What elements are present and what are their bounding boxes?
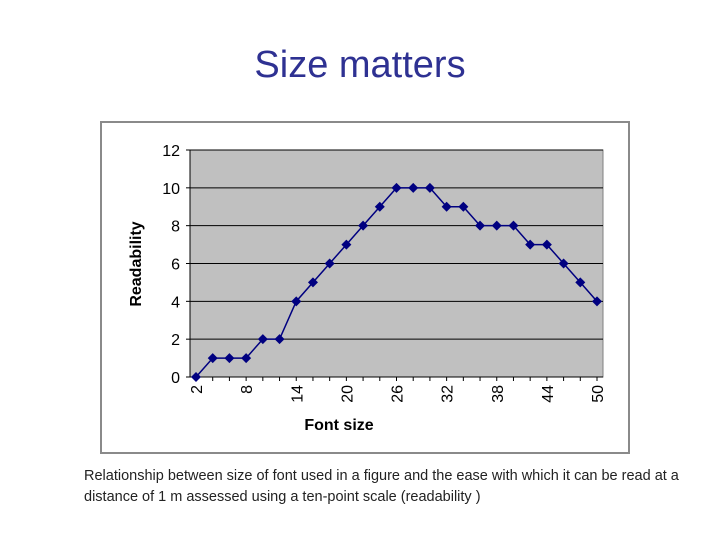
figure-caption: Relationship between size of font used i… <box>84 468 679 505</box>
data-point-marker <box>374 201 385 212</box>
data-point-marker <box>241 353 252 364</box>
data-point-marker <box>358 220 369 231</box>
data-point-marker <box>391 182 402 193</box>
data-point-marker <box>408 182 419 193</box>
x-tick-labels: 2 8 14 20 26 32 38 44 50 <box>189 377 607 403</box>
data-point-marker <box>257 334 268 345</box>
x-tick-label: 26 <box>390 385 407 403</box>
slide-title: Size matters <box>254 44 466 86</box>
data-point-marker <box>424 182 435 193</box>
data-point-marker <box>307 277 318 288</box>
x-axis-label: Font size <box>304 417 373 434</box>
data-point-marker <box>592 296 602 307</box>
x-tick-label: 44 <box>540 385 557 403</box>
y-tick-label: 10 <box>162 181 180 198</box>
data-point-marker <box>525 239 536 250</box>
data-point-marker <box>441 201 452 212</box>
x-tick-label: 20 <box>339 385 356 403</box>
data-point-marker <box>191 372 201 382</box>
x-tick-label: 50 <box>590 385 607 403</box>
data-point-marker <box>541 239 552 250</box>
data-point-marker <box>324 258 335 269</box>
y-tick-label: 8 <box>171 219 180 236</box>
data-point-marker <box>458 201 469 212</box>
data-point-marker <box>274 334 285 345</box>
chart-frame: 0 2 4 6 8 10 12 2 8 14 20 26 32 38 44 50 Readability F… <box>100 121 630 454</box>
data-point-marker <box>224 353 235 364</box>
y-tick-label: 2 <box>171 332 180 349</box>
y-tick-label: 0 <box>171 370 180 387</box>
y-tick-labels: 0 2 4 6 8 10 12 <box>162 143 190 387</box>
data-point-marker <box>575 277 586 288</box>
x-tick-label: 2 <box>189 385 206 394</box>
x-tick-label: 14 <box>289 385 306 403</box>
x-tick-label: 32 <box>440 385 457 403</box>
data-point-marker <box>508 220 519 231</box>
y-tick-label: 12 <box>162 143 180 160</box>
y-axis-label: Readability <box>128 221 145 306</box>
x-tick-label: 38 <box>490 385 507 403</box>
data-point-marker <box>475 220 486 231</box>
y-tick-label: 6 <box>171 257 180 274</box>
data-point-marker <box>491 220 502 231</box>
x-tick-label: 8 <box>239 385 256 394</box>
data-point-marker <box>291 296 302 307</box>
data-point-marker <box>207 353 218 364</box>
y-tick-label: 4 <box>171 294 180 311</box>
series-markers <box>191 182 602 382</box>
data-point-marker <box>341 239 352 250</box>
data-point-marker <box>558 258 569 269</box>
